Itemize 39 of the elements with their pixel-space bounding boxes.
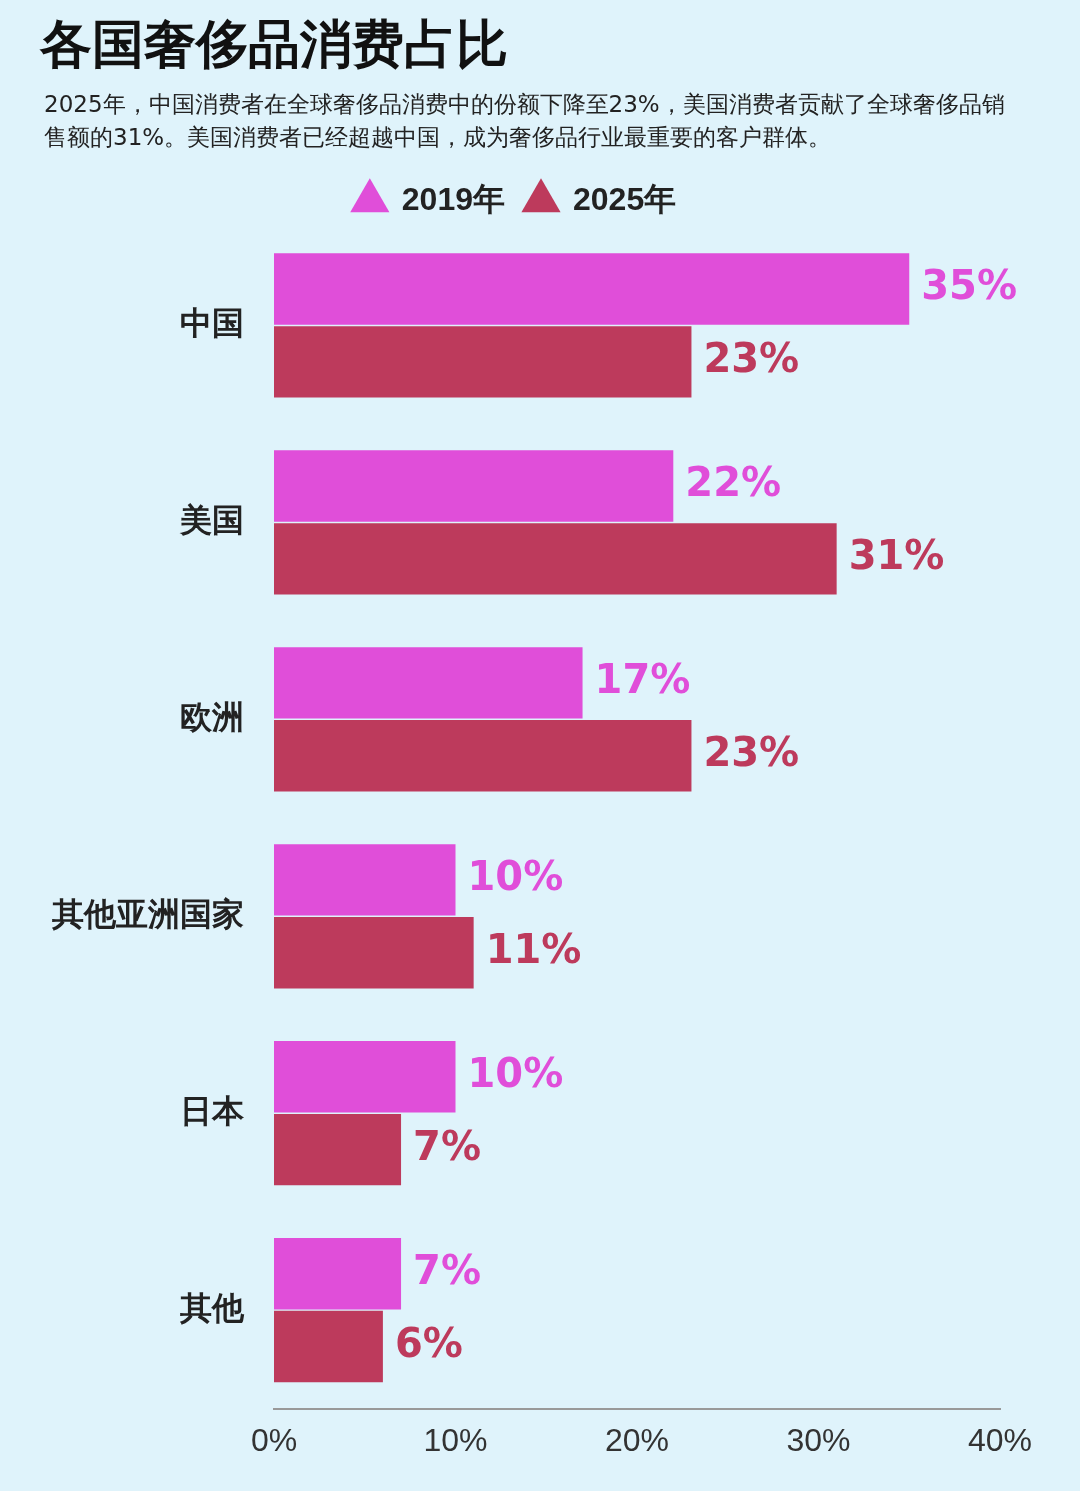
bar [274, 916, 474, 989]
bar [274, 646, 583, 719]
bar [274, 719, 692, 792]
x-tick-label: 20% [604, 1421, 670, 1458]
bar [274, 1040, 456, 1113]
y-tick-label: 美国 [179, 501, 244, 538]
y-tick-label: 其他亚洲国家 [51, 895, 244, 932]
chart-subtitle: 2025年，中国消费者在全球奢侈品消费中的份额下降至23%，美国消费者贡献了全球奢侈品销售额的31%。美国消费者已经超越中国，成为奢侈品行业最重要的客户群体。 [44, 90, 1006, 153]
chart-title: 各国奢侈品消费占比 [40, 13, 509, 76]
data-label: 6% [394, 1319, 463, 1366]
x-tick-label: 40% [967, 1421, 1033, 1458]
data-label: 7% [413, 1246, 481, 1293]
data-label: 17% [594, 655, 691, 702]
bar [274, 253, 910, 325]
x-tick-label: 30% [786, 1421, 851, 1458]
y-tick-label: 其他 [179, 1289, 245, 1326]
data-label: 35% [921, 262, 1017, 309]
bar [274, 843, 456, 916]
y-tick-label: 中国 [180, 304, 244, 341]
x-tick-label: 10% [423, 1421, 488, 1458]
data-label: 10% [467, 1049, 564, 1096]
data-label: 11% [485, 925, 582, 972]
y-tick-label: 日本 [180, 1092, 245, 1129]
bar [274, 522, 837, 595]
bar [274, 449, 674, 522]
legend-label: 2025年 [573, 180, 677, 217]
data-label: 22% [685, 459, 782, 506]
data-label: 10% [467, 852, 564, 899]
data-label: 23% [703, 334, 800, 381]
bar [274, 1237, 402, 1310]
bar [274, 1113, 402, 1186]
bar [274, 1310, 383, 1382]
y-tick-label: 欧洲 [180, 698, 244, 735]
x-tick-label: 0% [250, 1421, 298, 1458]
data-label: 31% [848, 531, 945, 578]
bar [274, 325, 692, 398]
legend-label: 2019年 [401, 180, 505, 217]
data-label: 23% [703, 728, 800, 775]
data-label: 7% [413, 1122, 481, 1169]
